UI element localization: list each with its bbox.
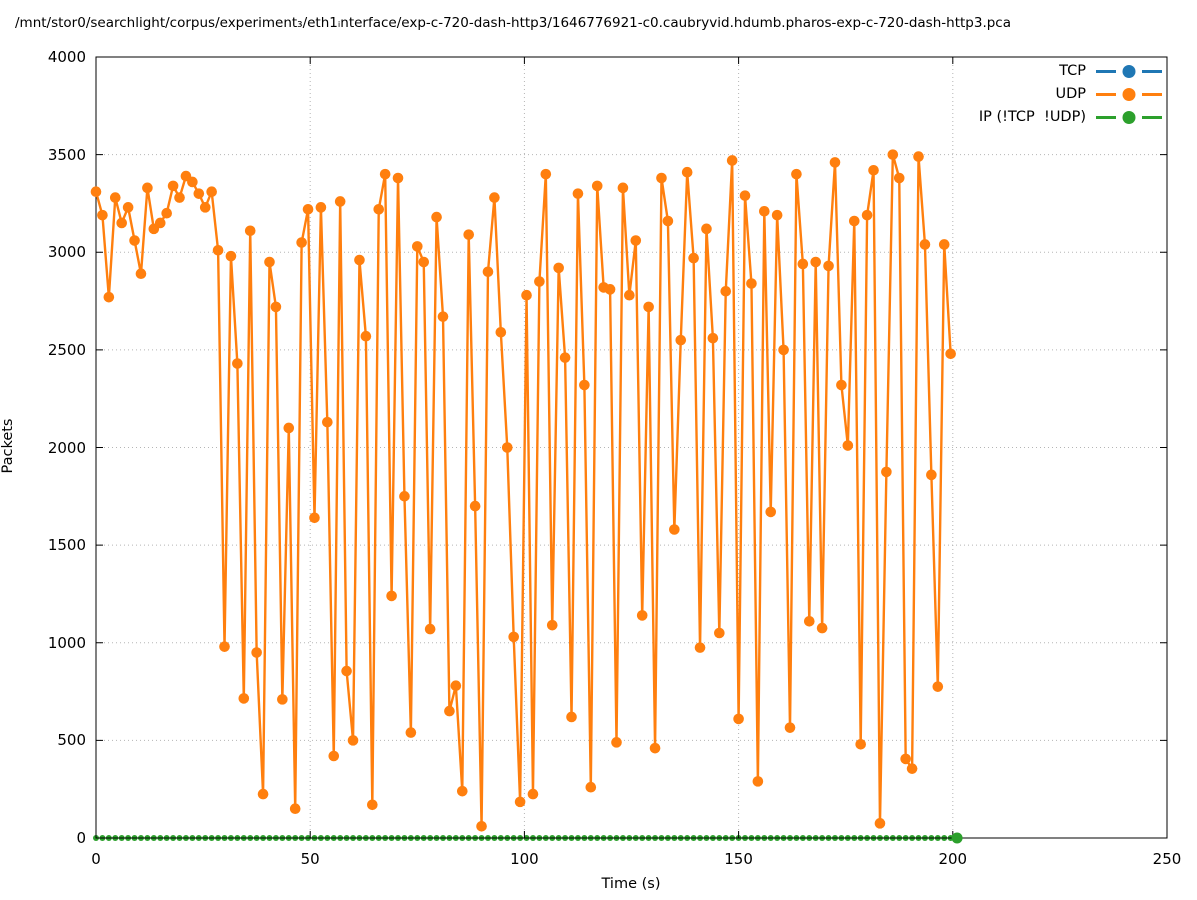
y-tick-label: 3500 <box>47 145 86 164</box>
legend-sample-ip-line-icon <box>1096 110 1162 124</box>
udp-series <box>90 149 956 832</box>
x-tick-label: 100 <box>510 850 539 868</box>
y-tick-label: 500 <box>57 731 86 750</box>
x-tick-label: 150 <box>724 850 753 868</box>
y-tick-label: 0 <box>76 829 86 847</box>
y-tick-label: 1000 <box>47 633 86 652</box>
legend-item-ip-other: IP (!TCP !UDP) <box>979 107 1163 127</box>
x-tick-label: 0 <box>91 850 101 868</box>
y-tick-label: 2000 <box>47 438 86 457</box>
x-tick-label: 50 <box>300 850 320 868</box>
legend-label-tcp: TCP <box>1059 63 1086 79</box>
y-tick-label: 2500 <box>47 340 86 359</box>
legend-item-tcp: TCP <box>1059 61 1163 81</box>
y-tick-label: 3000 <box>47 243 86 262</box>
chart-title: /mnt/stor0/searchlight/corpus/experiment… <box>15 15 1011 31</box>
x-tick-label: 250 <box>1152 850 1182 868</box>
x-axis-label: Time (s) <box>601 876 661 892</box>
y-tick-label: 1500 <box>47 536 86 555</box>
legend-label-udp: UDP <box>1055 86 1086 102</box>
ip-series-end-point <box>951 832 963 844</box>
legend: TCP UDP IP (!TCP !UDP) <box>979 61 1163 127</box>
x-tick-label: 200 <box>938 850 968 868</box>
legend-sample-udp-line-icon <box>1096 87 1162 101</box>
legend-label-ip-other: IP (!TCP !UDP) <box>978 109 1086 125</box>
y-tick-label: 4000 <box>47 48 86 66</box>
legend-sample-tcp-line-icon <box>1096 64 1162 78</box>
legend-item-udp: UDP <box>1055 84 1163 104</box>
